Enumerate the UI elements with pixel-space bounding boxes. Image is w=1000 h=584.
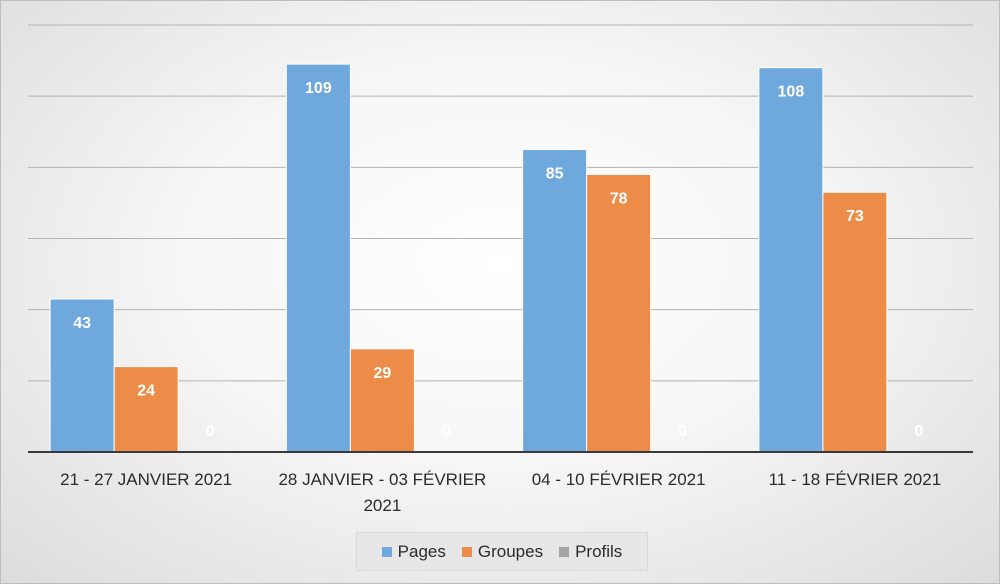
legend-swatch <box>381 546 392 557</box>
data-label-groupes-2: 78 <box>610 190 628 207</box>
data-label-profils-2: 0 <box>678 423 687 440</box>
x-tick-label: 2021 <box>363 496 401 515</box>
bar-chart: 43 109 85 108 24 29 78 73 0 0 0 0 21 - 27 JANVIER 20… <box>28 24 973 515</box>
bar-pages-2 <box>522 149 588 453</box>
x-tick-label: 28 JANVIER - 03 FÉVRIER <box>278 470 486 489</box>
bar-groupes-0 <box>113 366 179 453</box>
x-tick-label: 21 - 27 JANVIER 2021 <box>60 470 232 489</box>
data-label-profils-3: 0 <box>914 423 923 440</box>
data-label-groupes-1: 29 <box>373 365 391 382</box>
data-label-groupes-0: 24 <box>137 383 155 400</box>
legend: Pages Groupes Profils <box>356 532 648 571</box>
bar-pages-1 <box>285 63 351 453</box>
bar-groupes-2 <box>586 173 652 453</box>
x-tick-label: 11 - 18 FÉVRIER 2021 <box>769 470 942 489</box>
legend-label: Profils <box>575 541 623 561</box>
data-label-pages-2: 85 <box>546 166 564 183</box>
data-label-pages-0: 43 <box>73 315 91 332</box>
data-label-pages-3: 108 <box>778 84 805 101</box>
legend-swatch <box>461 546 472 557</box>
data-label-profils-0: 0 <box>206 423 215 440</box>
bar-pages-3 <box>758 67 824 453</box>
legend-label: Pages <box>397 541 446 561</box>
data-label-profils-1: 0 <box>442 423 451 440</box>
legend-item-groupes: Groupes <box>461 541 544 562</box>
bar-groupes-1 <box>349 348 415 453</box>
data-label-groupes-3: 73 <box>846 208 864 225</box>
legend-swatch <box>559 546 570 557</box>
legend-item-pages: Pages <box>381 541 446 562</box>
bar-groupes-3 <box>822 191 888 453</box>
data-label-pages-1: 109 <box>305 80 332 97</box>
legend-item-profils: Profils <box>559 542 622 562</box>
legend-label: Groupes <box>477 541 544 561</box>
x-tick-label: 04 - 10 FÉVRIER 2021 <box>532 470 706 489</box>
